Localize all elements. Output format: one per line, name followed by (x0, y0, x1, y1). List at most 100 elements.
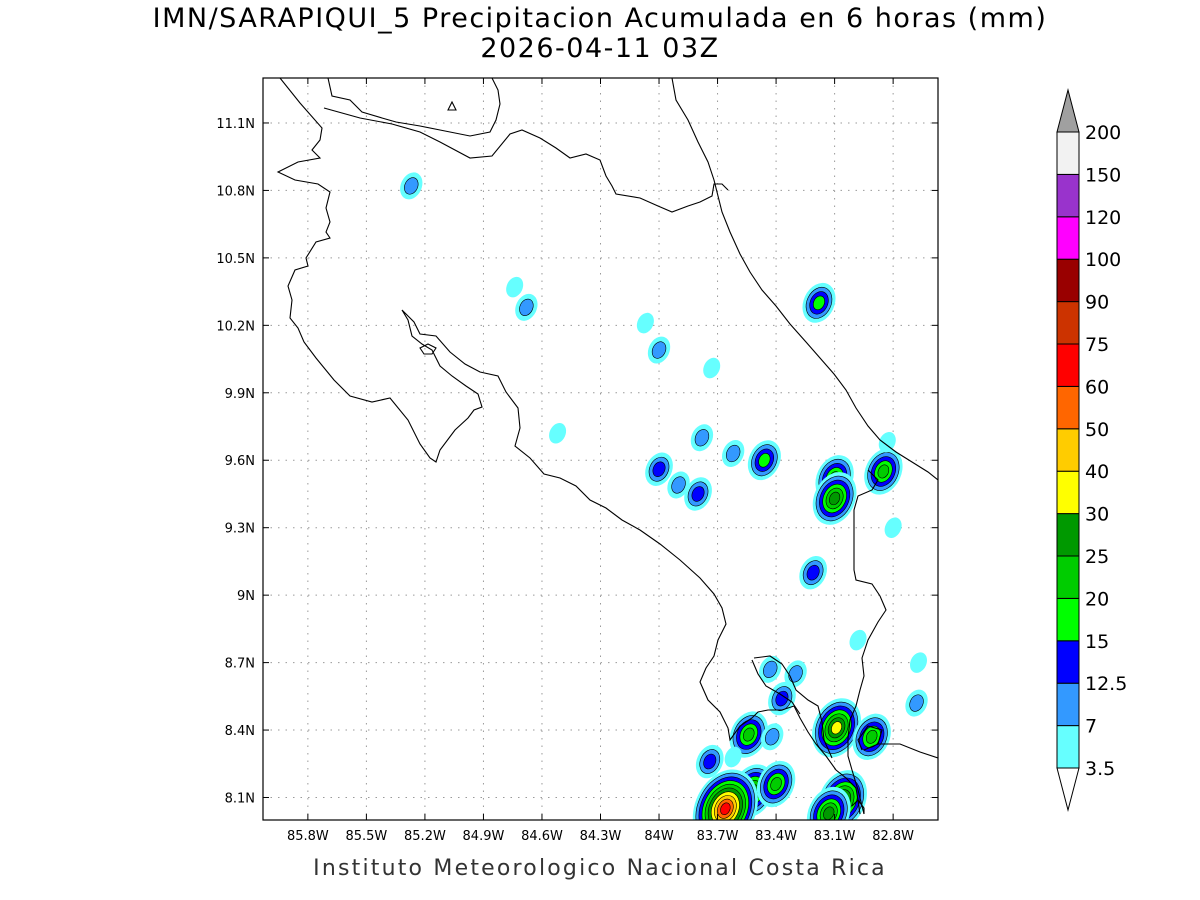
lon-tick-label: 84.6W (521, 829, 563, 844)
colorbar-label: 150 (1085, 164, 1121, 186)
precip-contour (806, 564, 820, 581)
lat-tick-label: 8.1N (225, 792, 255, 807)
colorbar-arrow-top (1056, 88, 1080, 133)
precip-contour (829, 491, 841, 506)
lat-tick-label: 10.8N (216, 184, 255, 199)
precip-contour (691, 486, 705, 502)
lat-tick-label: 9.9N (225, 387, 255, 402)
precip-cell (506, 276, 524, 298)
colorbar-bin (1056, 555, 1080, 599)
caribbean-coastline (671, 78, 938, 481)
precip-cell (760, 723, 784, 751)
lon-tick-label: 83.1W (814, 829, 856, 844)
island-chira (419, 343, 437, 355)
precip-cell (703, 357, 721, 379)
footer-credit: Instituto Meteorologico Nacional Costa R… (313, 856, 887, 881)
map-background (263, 78, 938, 820)
colorbar-bin (1056, 640, 1080, 684)
colorbar-bin (1056, 597, 1080, 642)
precip-cell (747, 440, 781, 481)
precip-contour (636, 312, 654, 334)
colorbar-bin (1056, 301, 1080, 345)
precip-contour (763, 660, 778, 678)
precip-contour (764, 728, 780, 746)
precip-contour (404, 177, 419, 195)
colorbar-label: 20 (1085, 588, 1109, 610)
precip-cell (806, 786, 851, 820)
burica-peninsula (851, 799, 865, 814)
osa-peninsula (753, 655, 833, 759)
lat-tick-label: 9N (237, 589, 255, 604)
colorbar-bin (1056, 513, 1080, 557)
chart-subtitle: 2026-04-11 03Z (480, 33, 720, 64)
colorbar-bin (1056, 725, 1080, 769)
precip-cell (684, 477, 712, 511)
lat-tick-label: 9.3N (225, 522, 255, 537)
lat-tick-label: 9.6N (225, 454, 255, 469)
colorbar-bin (1056, 343, 1080, 387)
precip-contour (758, 453, 771, 468)
map-gridlines (263, 78, 938, 820)
lon-tick-label: 85.8W (287, 829, 329, 844)
precip-cell (909, 652, 928, 673)
precip-cell (636, 312, 654, 334)
lon-tick-label: 82.8W (872, 829, 914, 844)
colorbar-label: 60 (1085, 376, 1109, 398)
colorbar-arrow-bottom (1056, 767, 1080, 812)
pacific-coastline (276, 78, 861, 815)
colorbar-label: 30 (1085, 504, 1109, 526)
lon-tick-label: 84.3W (580, 829, 622, 844)
lat-tick-label: 10.5N (216, 252, 255, 267)
precip-contour (823, 806, 835, 820)
precip-cell (864, 448, 903, 495)
precip-contour (831, 721, 843, 735)
precip-contour (724, 746, 742, 768)
border-costa-rica-panama (847, 469, 887, 815)
precip-cell (849, 629, 867, 651)
panama-coast-inlet (857, 725, 883, 751)
precip-contour (849, 629, 867, 651)
colorbar-bin (1056, 173, 1080, 218)
colorbar-label: 40 (1085, 461, 1109, 483)
precip-cell (724, 746, 742, 768)
precip-cell (729, 711, 768, 758)
precip-contour (703, 357, 721, 379)
colorbar-label: 75 (1085, 334, 1109, 356)
colorbar-label: 7 (1085, 716, 1097, 738)
lat-tick-label: 10.2N (216, 319, 255, 334)
precip-cell (667, 471, 690, 499)
precip-contour (742, 727, 755, 742)
precip-contour (549, 422, 567, 444)
colorbar-bin (1056, 385, 1080, 430)
precip-contour (812, 295, 826, 311)
colorbar-label: 90 (1085, 292, 1109, 314)
lon-tick-label: 83.4W (755, 829, 797, 844)
colorbar-label: 50 (1085, 419, 1109, 441)
precip-cell (695, 744, 724, 779)
precip-contour (775, 690, 789, 707)
panama-pacific-coastline (863, 743, 938, 759)
colorbar-bin (1056, 131, 1080, 175)
precip-contour (865, 729, 878, 744)
colorbar-bin (1056, 216, 1080, 260)
coastlines-and-borders (276, 78, 938, 815)
colorbar-bin (1056, 258, 1080, 303)
precip-cell (784, 660, 807, 688)
colorbar-label: 12.5 (1085, 673, 1127, 695)
lat-tick-label: 8.7N (225, 657, 255, 672)
precip-cell (759, 655, 782, 683)
colorbar-bin (1056, 470, 1080, 515)
lon-tick-label: 83.7W (697, 829, 739, 844)
lon-tick-label: 84.9W (463, 829, 505, 844)
precip-contour (909, 652, 928, 673)
golfo-dulce-shore (751, 659, 801, 715)
map-axes: 85.8W 85.5W 85.2W 84.9W 84.6W 84.3W 84W 83.7W 83… (216, 78, 938, 844)
lat-tick-label: 8.4N (225, 724, 255, 739)
colorbar-bin (1056, 682, 1080, 727)
border-nicaragua-costa-rica (323, 107, 729, 213)
island-ometepe (447, 100, 457, 111)
precip-cell (400, 172, 423, 200)
precip-cell (802, 282, 836, 323)
lat-tick-label: 11.1N (216, 117, 255, 132)
